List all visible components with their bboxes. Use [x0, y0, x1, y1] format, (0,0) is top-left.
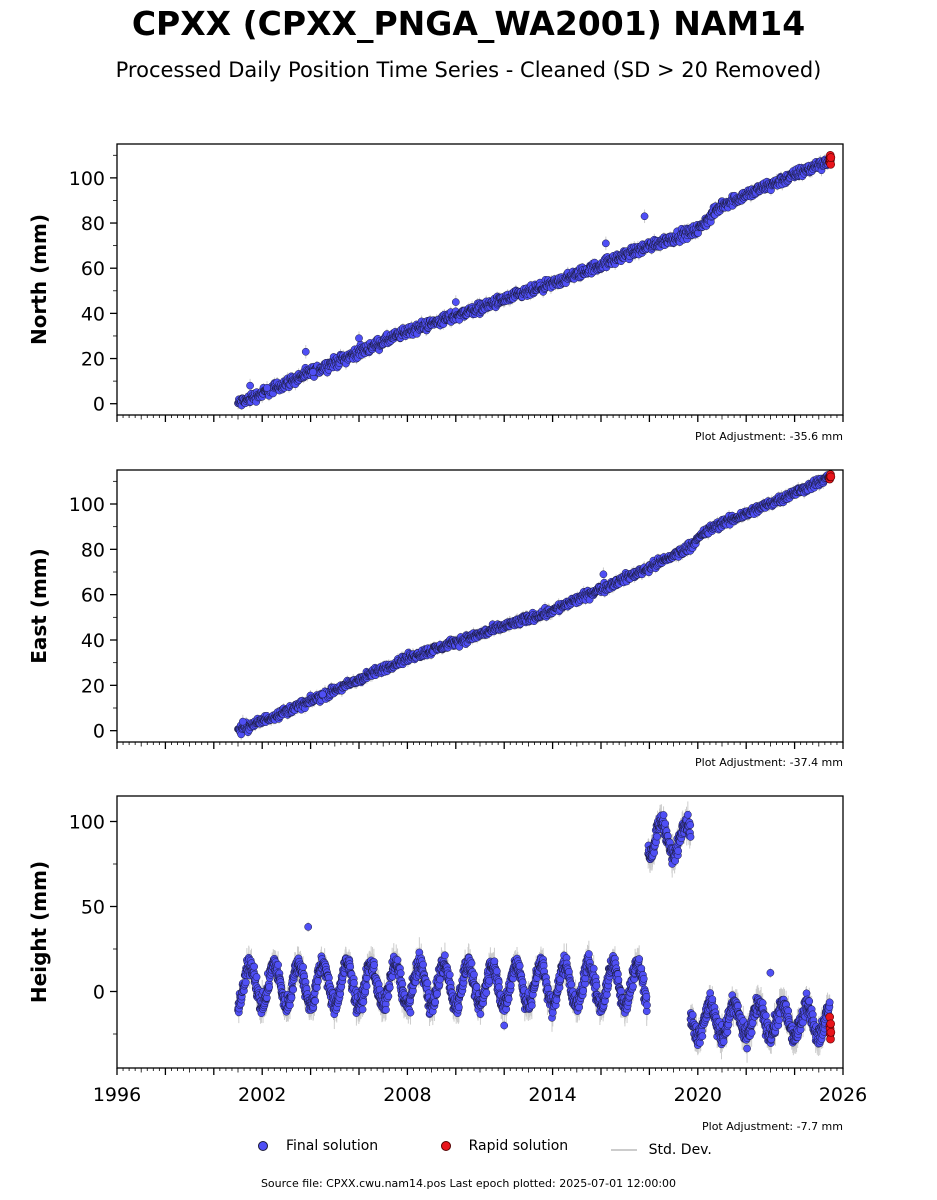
final-solution-points: [234, 154, 834, 410]
chart-subtitle: Processed Daily Position Time Series - C…: [115, 58, 822, 82]
y-tick-label: 40: [81, 303, 105, 325]
y-tick-label: 0: [93, 394, 105, 416]
final-solution-point: [309, 368, 317, 376]
final-solution-point: [601, 239, 610, 248]
plot-area: [234, 470, 836, 741]
y-tick-label: 60: [81, 258, 105, 280]
final-solution-point: [246, 381, 254, 390]
final-solution-point: [355, 334, 363, 343]
final-solution-point: [263, 384, 271, 392]
rapid-solution-points: [825, 150, 836, 169]
chart-title: CPXX (CPXX_PNGA_WA2001) NAM14: [131, 4, 806, 43]
panel-north: 0 20 40 60 80 100 North (mm) Plot Adjustment: -…: [27, 143, 844, 443]
y-axis-label: North (mm): [27, 214, 51, 345]
plot-adjustment-note: Plot Adjustment: -35.6 mm: [695, 430, 843, 443]
rapid-solution-point: [826, 153, 836, 162]
final-solution-point: [301, 347, 310, 356]
final-solution-point: [640, 212, 649, 221]
final-solution-point: [451, 298, 460, 306]
y-tick-label: 80: [81, 213, 105, 235]
plot-area: [234, 150, 836, 410]
axes-frame: [116, 143, 844, 416]
y-tick-label: 20: [81, 349, 105, 371]
final-solution-points: [234, 471, 834, 739]
y-tick-label: 100: [69, 168, 105, 190]
